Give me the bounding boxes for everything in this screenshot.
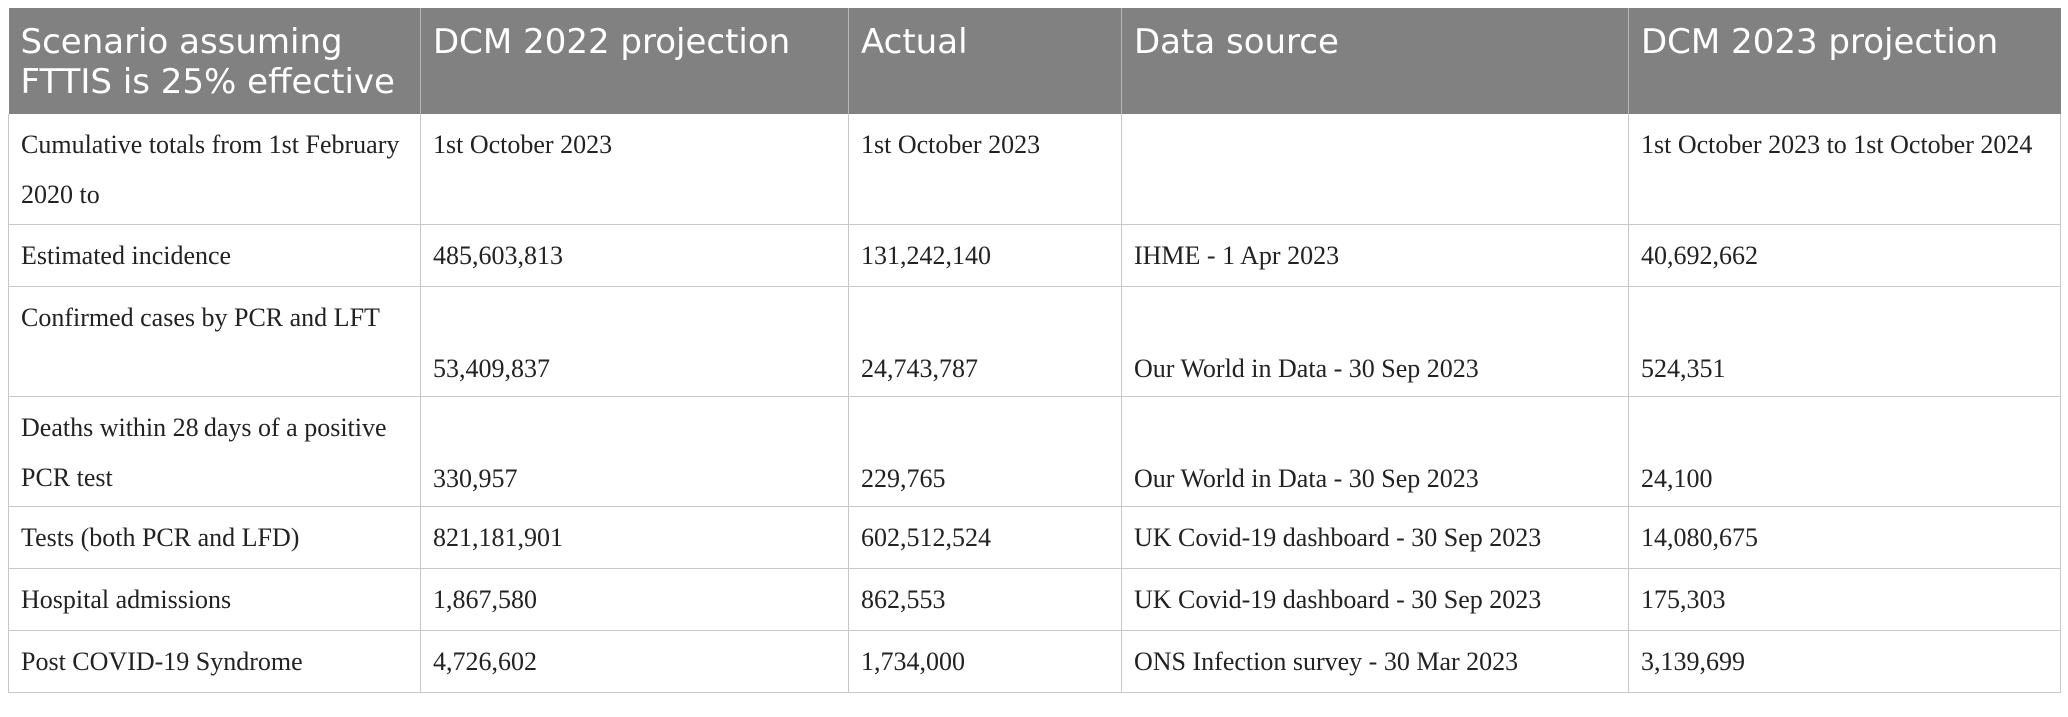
header-actual: Actual (848, 8, 1122, 114)
header-dcm-2023-projection: DCM 2023 projection (1628, 8, 2061, 114)
table-row-confirmed-cases: Confirmed cases by PCR and LFT 53,409,83… (8, 285, 2061, 397)
cell-dcm-2023: 24,100 (1628, 395, 2061, 507)
cell-actual: 602,512,524 (848, 505, 1122, 569)
row-label: Post COVID-19 Syndrome (8, 629, 421, 693)
row-label: Hospital admissions (8, 567, 421, 631)
table-row-cumulative-totals: Cumulative totals from 1st February 2020… (8, 114, 2061, 225)
cell-dcm-2023: 14,080,675 (1628, 505, 2061, 569)
cell-actual: 229,765 (848, 395, 1122, 507)
cell-dcm-2022: 821,181,901 (420, 505, 849, 569)
table-row-tests: Tests (both PCR and LFD) 821,181,901 602… (8, 505, 2061, 569)
cell-dcm-2022: 53,409,837 (420, 285, 849, 397)
table-row-post-covid-syndrome: Post COVID-19 Syndrome 4,726,602 1,734,0… (8, 629, 2061, 693)
cell-actual: 862,553 (848, 567, 1122, 631)
cell-actual: 1st October 2023 (848, 114, 1122, 225)
cell-dcm-2022: 1,867,580 (420, 567, 849, 631)
cell-dcm-2022: 1st October 2023 (420, 114, 849, 225)
row-label: Estimated incidence (8, 223, 421, 287)
header-row: Scenario assuming FTTIS is 25% effective… (8, 8, 2061, 114)
cell-dcm-2023: 1st October 2023 to 1st October 2024 (1628, 114, 2061, 225)
header-data-source: Data source (1121, 8, 1629, 114)
cell-dcm-2023: 175,303 (1628, 567, 2061, 631)
cell-actual: 1,734,000 (848, 629, 1122, 693)
cell-data-source: ONS Infection survey - 30 Mar 2023 (1121, 629, 1629, 693)
cell-data-source: IHME - 1 Apr 2023 (1121, 223, 1629, 287)
table-row-estimated-incidence: Estimated incidence 485,603,813 131,242,… (8, 223, 2061, 287)
cell-dcm-2022: 485,603,813 (420, 223, 849, 287)
header-scenario: Scenario assuming FTTIS is 25% effective (8, 8, 421, 114)
cell-data-source: UK Covid-19 dashboard - 30 Sep 2023 (1121, 567, 1629, 631)
cell-actual: 24,743,787 (848, 285, 1122, 397)
row-label: Deaths within 28 days of a positive PCR … (8, 395, 421, 507)
projection-table-container: Scenario assuming FTTIS is 25% effective… (8, 8, 2061, 693)
cell-dcm-2022: 330,957 (420, 395, 849, 507)
table-row-deaths: Deaths within 28 days of a positive PCR … (8, 395, 2061, 507)
cell-dcm-2023: 3,139,699 (1628, 629, 2061, 693)
cell-actual: 131,242,140 (848, 223, 1122, 287)
cell-data-source: Our World in Data - 30 Sep 2023 (1121, 395, 1629, 507)
row-label: Confirmed cases by PCR and LFT (8, 285, 421, 397)
table-row-hospital-admissions: Hospital admissions 1,867,580 862,553 UK… (8, 567, 2061, 631)
header-dcm-2022-projection: DCM 2022 projection (420, 8, 849, 114)
cell-dcm-2023: 40,692,662 (1628, 223, 2061, 287)
table-body: Cumulative totals from 1st February 2020… (8, 114, 2061, 693)
cell-dcm-2022: 4,726,602 (420, 629, 849, 693)
cell-data-source (1121, 114, 1629, 225)
cell-dcm-2023: 524,351 (1628, 285, 2061, 397)
cell-data-source: UK Covid-19 dashboard - 30 Sep 2023 (1121, 505, 1629, 569)
row-label: Cumulative totals from 1st February 2020… (8, 114, 421, 225)
table-header: Scenario assuming FTTIS is 25% effective… (8, 8, 2061, 114)
row-label: Tests (both PCR and LFD) (8, 505, 421, 569)
projection-table: Scenario assuming FTTIS is 25% effective… (8, 8, 2061, 693)
cell-data-source: Our World in Data - 30 Sep 2023 (1121, 285, 1629, 397)
